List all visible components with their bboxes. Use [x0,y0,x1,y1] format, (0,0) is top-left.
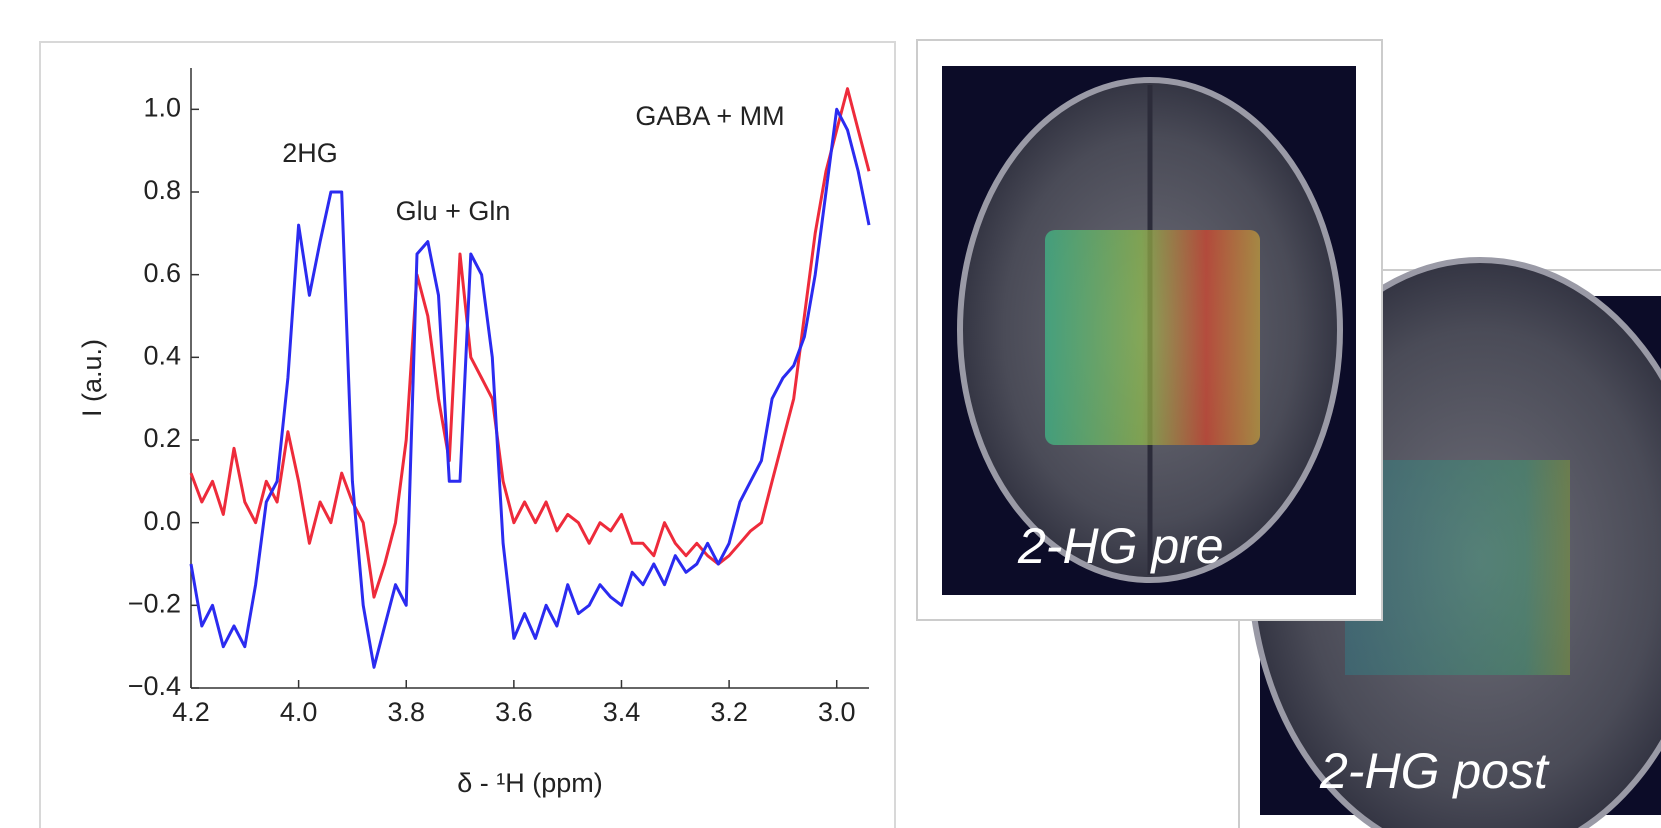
image-label: 2-HG pre [1017,518,1224,574]
chart: −0.4 −0.2 0.0 0.2 0.4 0.6 0.8 1.0 4.2 4.0 3.8 3.6 3.… [77,68,871,798]
annotation: Glu + Gln [396,196,511,226]
x-tick-label: 3.6 [495,697,533,727]
x-tick-label: 3.2 [710,697,748,727]
y-tick-label: 0.2 [143,423,181,453]
x-tick-label: 3.8 [387,697,425,727]
series-line [189,87,871,599]
y-tick-label: −0.2 [128,588,181,618]
y-tick-label: 0.8 [143,175,181,205]
y-tick-label: 0.0 [143,506,181,536]
image-label: 2-HG post [1319,743,1550,799]
x-tick-label: 3.0 [818,697,856,727]
annotation: GABA + MM [635,101,784,131]
x-axis-label: δ - ¹H (ppm) [457,768,603,798]
annotation: 2HG [282,138,338,168]
y-tick-label: 0.6 [143,258,181,288]
y-tick-label: 1.0 [143,92,181,122]
y-axis-label: I (a.u.) [77,339,107,417]
y-tick-label: 0.4 [143,340,181,370]
y-tick-label: −0.4 [128,671,181,701]
x-tick-label: 4.2 [172,697,210,727]
chart-panel [39,41,896,828]
x-tick-label: 3.4 [603,697,641,727]
image-pre: 2-HG pre [916,39,1383,621]
heatmap [1045,230,1260,445]
x-tick-label: 4.0 [280,697,318,727]
series-line [189,107,871,669]
